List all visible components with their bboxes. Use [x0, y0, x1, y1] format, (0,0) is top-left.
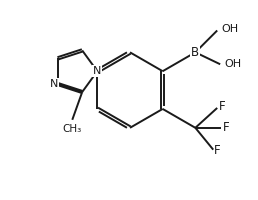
Text: OH: OH	[221, 23, 238, 33]
Text: F: F	[223, 121, 230, 134]
Text: OH: OH	[224, 59, 241, 69]
Text: N: N	[50, 79, 58, 89]
Text: F: F	[214, 144, 221, 157]
Text: N: N	[93, 66, 101, 76]
Text: F: F	[219, 100, 226, 113]
Text: CH₃: CH₃	[63, 124, 82, 134]
Text: B: B	[191, 46, 199, 59]
